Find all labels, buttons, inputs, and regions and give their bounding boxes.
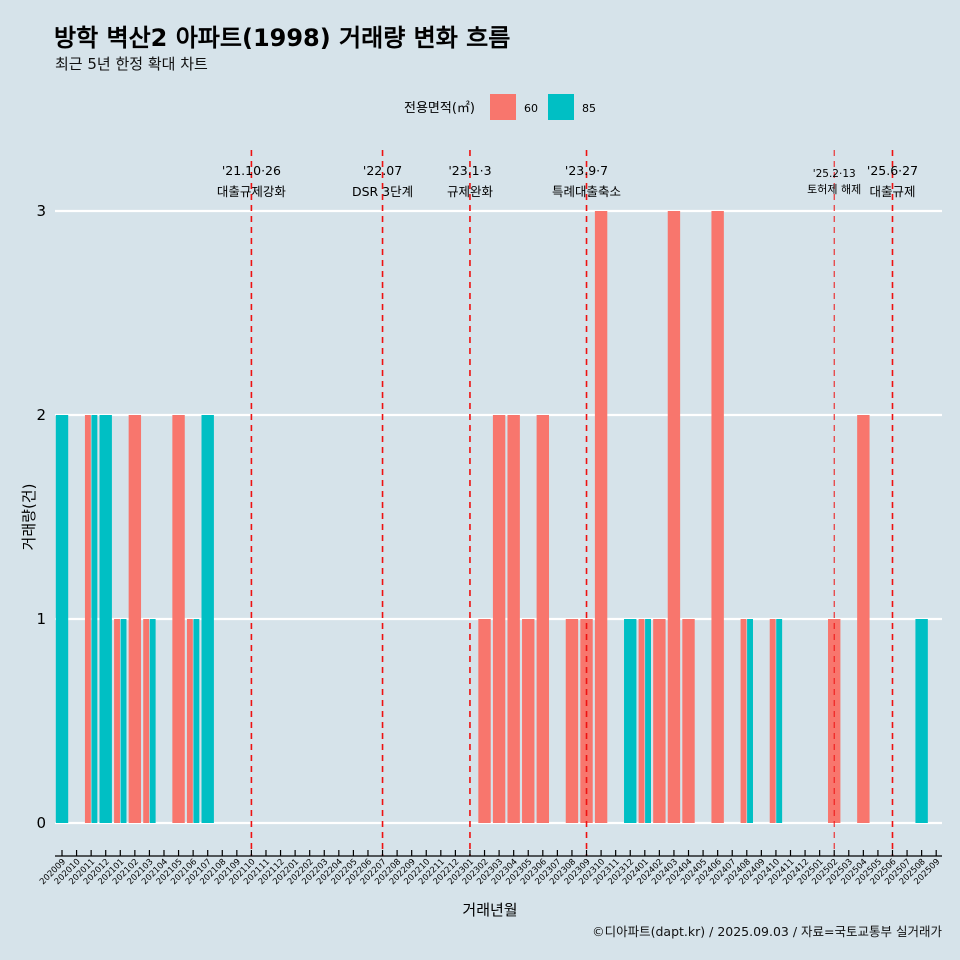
bar-60-202309 [580,619,593,823]
x-axis-title: 거래년월 [462,901,517,919]
event-label: DSR 3단계 [352,184,413,199]
event-date: '25.6·27 [867,163,918,178]
legend-label-60: 60 [524,102,538,115]
bar-60-202303 [492,415,506,823]
bar-60-202406 [711,211,724,823]
y-tick-label: 1 [36,610,46,628]
bar-60-202302 [478,619,491,823]
bar-60-202408 [740,619,747,823]
bar-60-202103 [143,619,150,823]
bar-85-202101 [120,619,127,823]
y-axis-title: 거래량(건) [20,484,38,551]
legend-swatch-85 [548,94,574,120]
source-caption: ©디아파트(dapt.kr) / 2025.09.03 / 자료=국토교통부 실… [592,924,942,939]
bar-85-202401 [645,619,651,823]
legend-swatch-60 [490,94,516,120]
y-tick-label: 0 [36,814,46,832]
bar-85-202009 [55,415,69,823]
bar-60-202105 [172,415,185,823]
bar-60-202106 [186,619,193,823]
bar-85-202012 [99,415,112,823]
bar-60-202504 [857,415,870,823]
event-date: '21.10·26 [222,163,281,178]
bar-60-202305 [522,619,535,823]
chart-title: 방학 벽산2 아파트(1998) 거래량 변화 흐름 [54,24,511,52]
bar-60-202402 [653,619,666,823]
bar-60-202011 [84,415,91,823]
bar-85-202103 [149,619,156,823]
bar-60-202404 [682,619,695,823]
bar-85-202508 [915,619,928,823]
bar-60-202308 [565,619,579,823]
y-tick-label: 2 [36,406,46,424]
bar-60-202310 [594,211,608,823]
bar-60-202304 [507,415,520,823]
event-label: 특례대출축소 [552,184,621,199]
bar-60-202403 [667,211,681,823]
event-label: 토허제 해제 [807,182,861,196]
bar-60-202410 [769,619,776,823]
bar-60-202306 [536,415,550,823]
bar-85-202011 [91,415,98,823]
bar-85-202410 [776,619,783,823]
legend-label-85: 85 [582,102,596,115]
event-date: '25.2·13 [813,168,856,180]
bar-60-202401 [638,619,645,823]
event-label: 규제완화 [447,184,494,199]
event-label: 대출규제 [869,184,915,199]
legend: 전용면적(㎡) 60 85 [404,94,596,120]
bar-60-202101 [114,619,120,823]
event-date: '23.9·7 [565,163,608,178]
event-label: 대출규제강화 [217,184,287,199]
event-date: '23.1·3 [448,163,491,178]
y-tick-label: 3 [36,202,46,220]
legend-title: 전용면적(㎡) [404,101,475,116]
bar-85-202312 [624,619,637,823]
event-date: '22.07 [363,163,402,178]
bar-85-202408 [747,619,753,823]
bar-60-202102 [128,415,142,823]
bar-60-202502 [828,619,841,823]
bar-85-202107 [201,415,214,823]
bar-85-202106 [193,619,200,823]
chart-subtitle: 최근 5년 한정 확대 차트 [55,55,208,73]
